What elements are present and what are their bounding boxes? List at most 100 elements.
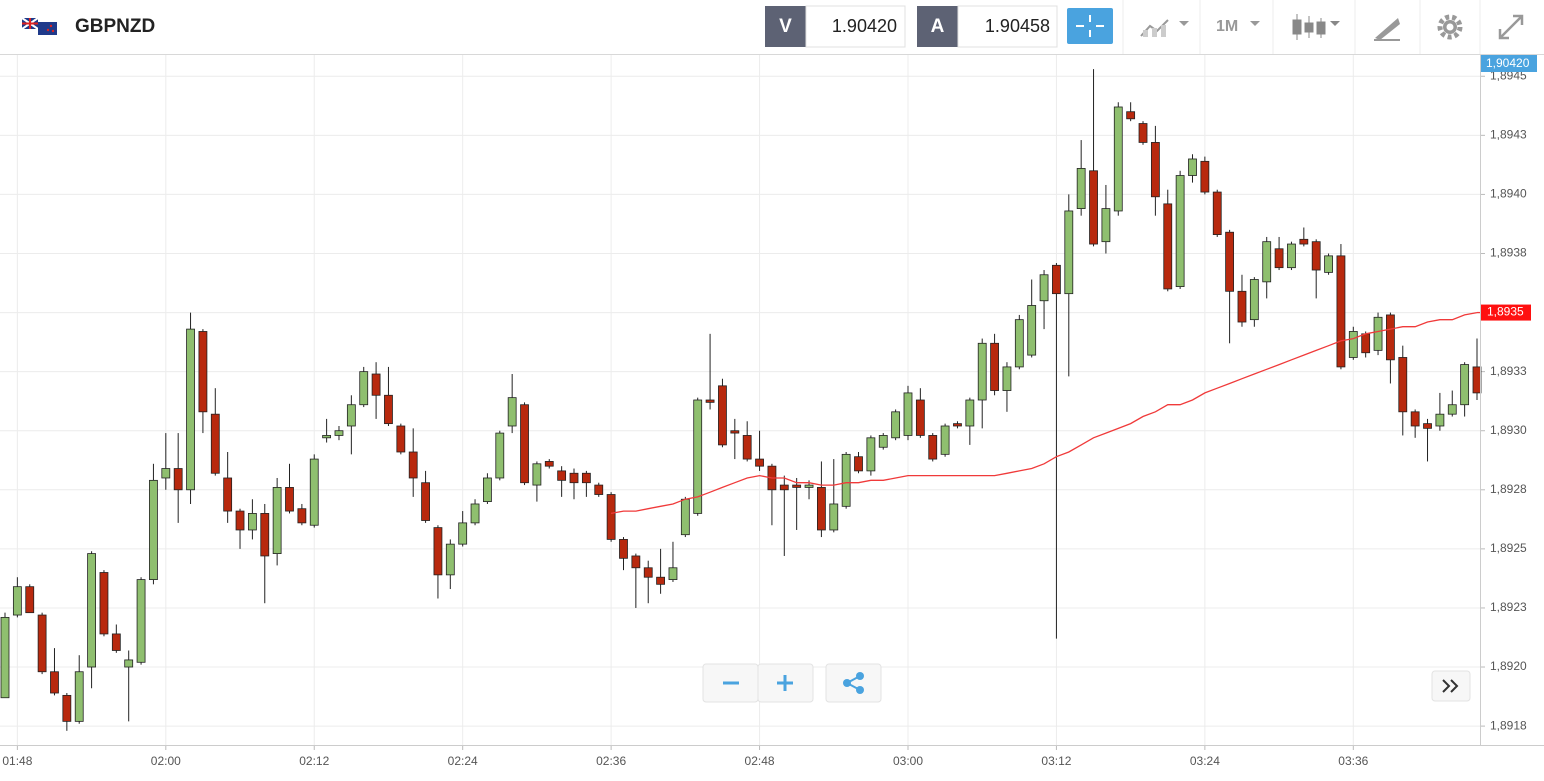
bid: 1.90420 [832, 16, 897, 36]
candle-body [866, 437, 876, 472]
y-tick-label: 1,8920 [1490, 659, 1527, 673]
candle-body [421, 482, 430, 521]
candle-body [285, 487, 294, 512]
candle-body [309, 458, 319, 526]
candle-body [173, 468, 183, 491]
candle-body [730, 430, 740, 434]
candle-body [581, 472, 591, 484]
candle-body [1188, 158, 1197, 176]
crosshair-button[interactable] [1067, 8, 1113, 44]
bid-marker-label: 1,90420 [1486, 56, 1530, 70]
candle-body [1138, 123, 1148, 143]
candle-body [928, 435, 938, 460]
ask-box [957, 5, 1058, 48]
candle-body [1373, 316, 1383, 351]
candle-body [371, 373, 381, 396]
candle-body [1237, 290, 1247, 323]
bid-box [805, 5, 906, 48]
candle-body [854, 456, 863, 472]
candle-body [965, 399, 975, 427]
candle-body [87, 553, 96, 668]
candle-style-button[interactable] [1292, 14, 1340, 40]
y-tick-label: 1,8928 [1490, 482, 1527, 496]
candle-body [532, 463, 542, 486]
x-tick-label: 03:00 [893, 754, 923, 768]
candle-body [1150, 142, 1160, 198]
ask: 1.90458 [985, 16, 1050, 36]
timeframe-button[interactable]: 1M [1216, 18, 1260, 35]
candle-body [99, 572, 109, 635]
x-tick-label: 02:48 [745, 754, 775, 768]
fullscreen-button[interactable] [1498, 14, 1524, 40]
bid-marker [1481, 55, 1537, 72]
candle-body [1398, 357, 1408, 413]
chart-type-button[interactable] [1140, 19, 1189, 37]
candle-body [755, 458, 764, 467]
y-tick-label: 1,8933 [1490, 364, 1527, 378]
candle-body [1460, 364, 1470, 406]
candle-body [1324, 255, 1333, 273]
candle-body [1336, 255, 1346, 368]
zoom-in-button[interactable] [757, 663, 814, 703]
x-tick-label: 03:36 [1338, 754, 1368, 768]
candle-body [1039, 274, 1049, 302]
y-tick-label: 1,8918 [1490, 718, 1527, 732]
draw-tools-button[interactable] [1374, 18, 1400, 41]
candle-body [408, 451, 418, 479]
candle-body [1262, 241, 1272, 283]
scroll-end-button[interactable] [1431, 670, 1471, 702]
candle-body [1002, 366, 1012, 391]
candle-body [1052, 264, 1061, 295]
candle-body [1249, 279, 1259, 321]
candle-body [792, 484, 802, 488]
candle-body [483, 477, 492, 503]
zoom-out-button[interactable] [702, 663, 759, 703]
candle-body [619, 539, 628, 559]
candle-body [1299, 238, 1309, 245]
candle-body [680, 498, 690, 536]
ask-badge [917, 6, 958, 47]
candle-body [1361, 333, 1371, 354]
candle-body [1113, 106, 1123, 212]
candle-body [718, 385, 727, 446]
candle-body [829, 503, 839, 531]
share-button[interactable] [825, 663, 882, 703]
candle-body [903, 392, 913, 436]
candle-body [1076, 168, 1086, 209]
candle-body [1472, 366, 1482, 394]
candle-body [186, 328, 195, 491]
candle-body [977, 342, 987, 401]
ask-badge-label: A [931, 16, 945, 37]
settings-button[interactable] [1437, 14, 1463, 40]
candle-body [1225, 231, 1235, 292]
x-tick-label: 02:00 [151, 754, 181, 768]
candle-body [656, 576, 665, 585]
candle-body [990, 342, 999, 391]
candle-body [161, 468, 171, 479]
price-marker [1481, 304, 1531, 321]
candle-body [470, 503, 480, 524]
candle-body [569, 472, 579, 484]
candle-body [37, 614, 47, 673]
candle-body [1101, 208, 1111, 243]
candle-body [260, 513, 270, 557]
candle-body [891, 411, 901, 439]
candle-body [507, 397, 517, 427]
y-tick-label: 1,8930 [1490, 423, 1527, 437]
plot [0, 69, 1482, 731]
candle-body [62, 694, 72, 722]
candle-body [50, 671, 59, 694]
candle-body [111, 633, 121, 651]
candle-body [495, 432, 505, 479]
candle-body [878, 435, 888, 448]
flag [21, 17, 57, 35]
candle-body [458, 522, 468, 545]
y-tick-label: 1,8938 [1490, 246, 1527, 260]
timeframe: 1M [1216, 18, 1238, 35]
candle-body [0, 616, 10, 699]
candle-body [1200, 160, 1210, 193]
x-tick-label: 01:48 [2, 754, 32, 768]
candle-body [1447, 404, 1457, 415]
